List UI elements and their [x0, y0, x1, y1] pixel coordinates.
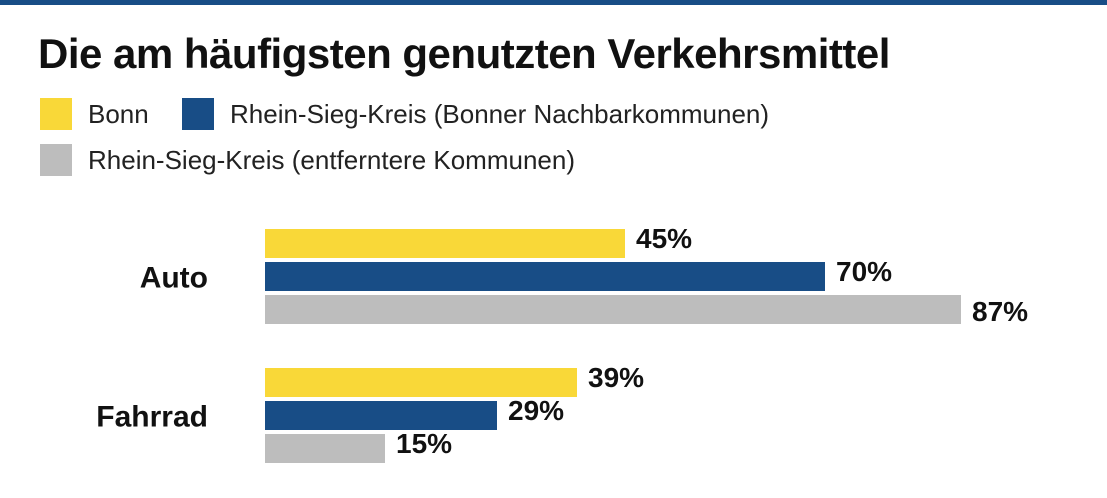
value-label-fahrrad-series-3: 15% — [396, 428, 452, 459]
top-accent-bar — [0, 0, 1107, 5]
legend-label-bonn: Bonn — [88, 98, 149, 129]
legend-item-bonn: Bonn — [40, 98, 149, 130]
legend-swatch-nachbarkommunen — [182, 98, 214, 130]
bar-auto-series-3 — [265, 295, 961, 324]
chart-title: Die am häufigsten genutzten Verkehrsmitt… — [38, 30, 890, 77]
value-label-auto-series-3: 87% — [972, 296, 1028, 327]
legend-item-nachbarkommunen: Rhein-Sieg-Kreis (Bonner Nachbarkommunen… — [182, 98, 769, 130]
legend-swatch-bonn — [40, 98, 72, 130]
bar-fahrrad-series-2 — [265, 401, 497, 430]
legend-item-entferntere-kommunen: Rhein-Sieg-Kreis (entferntere Kommunen) — [40, 144, 575, 176]
legend-label-entferntere-kommunen: Rhein-Sieg-Kreis (entferntere Kommunen) — [88, 144, 575, 175]
legend-swatch-entferntere-kommunen — [40, 144, 72, 176]
category-label-fahrrad: Fahrrad — [96, 401, 208, 434]
bar-fahrrad-series-3 — [265, 434, 385, 463]
bar-auto-series-2 — [265, 262, 825, 291]
value-label-fahrrad-series-2: 29% — [508, 395, 564, 426]
bar-auto-series-1 — [265, 229, 625, 258]
value-label-fahrrad-series-1: 39% — [588, 362, 644, 393]
value-label-auto-series-1: 45% — [636, 223, 692, 254]
category-label-auto: Auto — [140, 262, 208, 295]
value-label-auto-series-2: 70% — [836, 256, 892, 287]
bar-fahrrad-series-1 — [265, 368, 577, 397]
legend-label-nachbarkommunen: Rhein-Sieg-Kreis (Bonner Nachbarkommunen… — [230, 98, 770, 129]
